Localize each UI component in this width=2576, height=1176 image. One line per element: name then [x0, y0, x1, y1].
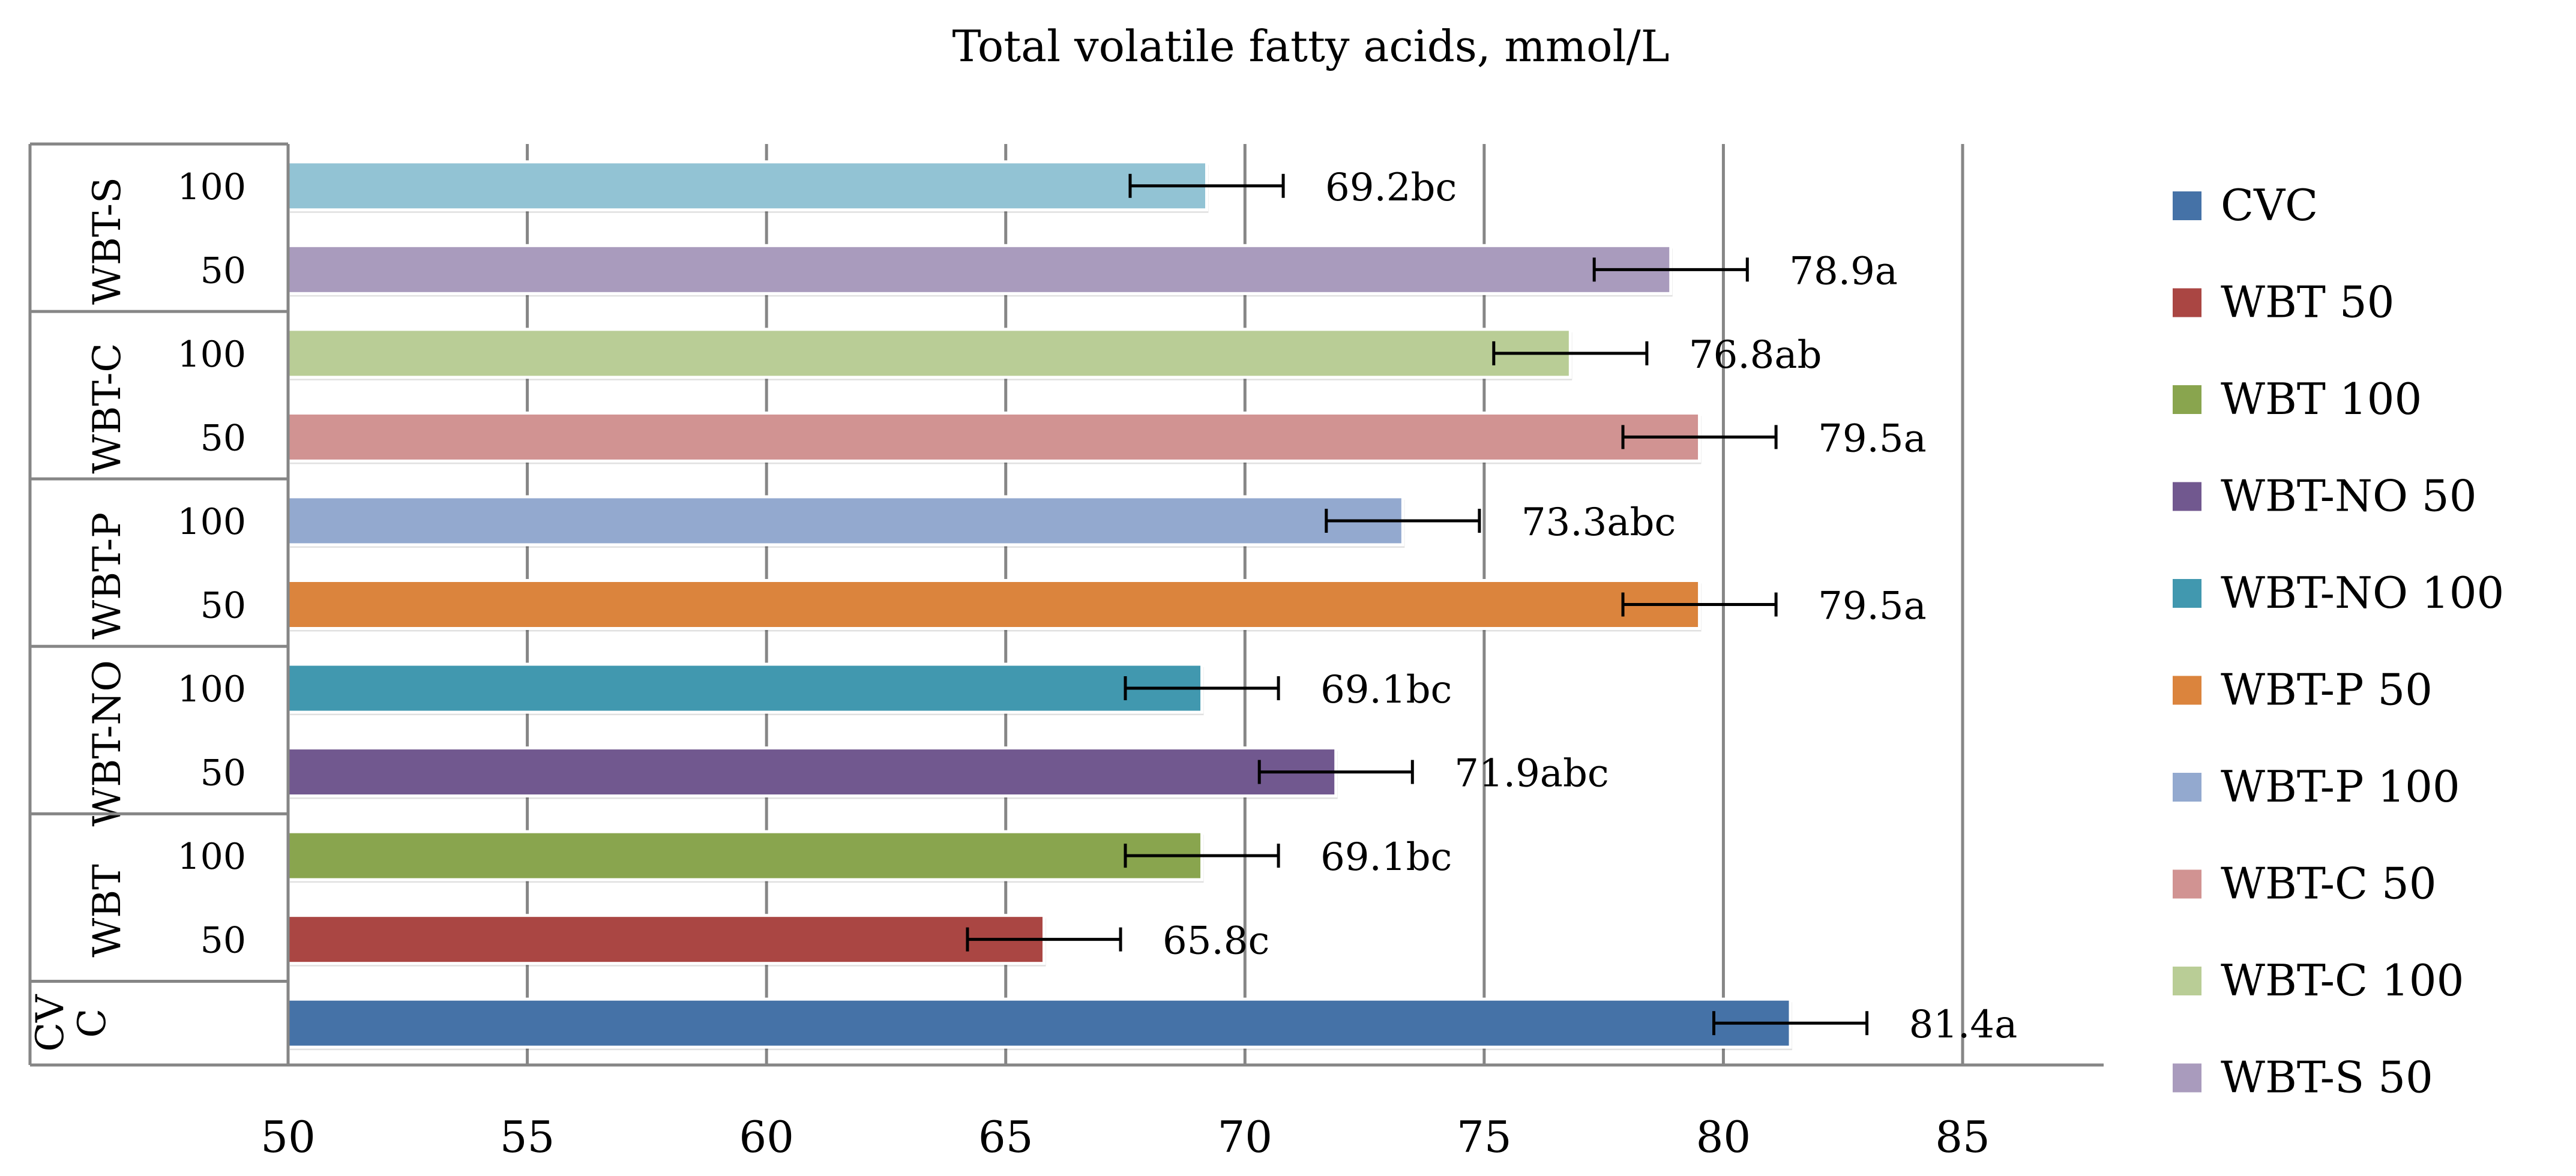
group-label-wbt-p: WBT-P	[85, 512, 130, 640]
x-tick-label-65: 65	[978, 1112, 1034, 1162]
legend-label-wbt-no-50: WBT-NO 50	[2221, 471, 2477, 521]
x-tick-label-75: 75	[1457, 1112, 1512, 1162]
bars: 69.2bc 78.9a 76.8ab 79.5a 73.3abc 79.5a 69.1bc…	[286, 160, 2018, 1051]
legend-label-wbt-no-100: WBT-NO 100	[2221, 568, 2504, 618]
subcategory-label-wbt-s-100: 100	[177, 166, 246, 208]
bar-wbt-p-100	[286, 495, 1404, 547]
legend-label-wbt-p-100: WBT-P 100	[2221, 761, 2460, 812]
legend: CVC WBT 50 WBT 100 WBT-NO 50 WBT-NO 100 WBT-P…	[2173, 180, 2504, 1103]
subcategory-label-wbt-s-50: 50	[200, 250, 246, 292]
subcategory-label-wbt-c-50: 50	[200, 417, 246, 459]
group-label-wbt: WBT	[85, 864, 130, 958]
legend-swatch-wbt-p-50	[2173, 676, 2201, 705]
x-tick-label-55: 55	[500, 1112, 555, 1162]
group-label-wbt-no: WBT-NO	[85, 660, 130, 826]
subcategory-label-wbt-no-50: 50	[200, 752, 246, 794]
legend-swatch-wbt-no-50	[2173, 482, 2201, 511]
data-label-wbt-no-100: 69.1bc	[1320, 668, 1452, 712]
data-label-cvc: 81.4a	[1909, 1003, 2018, 1047]
x-tick-label-85: 85	[1935, 1112, 1990, 1162]
data-label-wbt-c-50: 79.5a	[1818, 416, 1927, 461]
legend-label-wbt-p-50: WBT-P 50	[2221, 665, 2433, 715]
bar-wbt-p-50	[286, 579, 1702, 630]
group-label-wbt-s: WBT-S	[85, 177, 130, 305]
legend-label-wbt-s-50: WBT-S 50	[2221, 1052, 2433, 1103]
bar-cvc	[286, 997, 1792, 1049]
subcategory-label-wbt-100: 100	[177, 836, 246, 878]
data-label-wbt-c-100: 76.8ab	[1689, 333, 1822, 377]
legend-label-wbt-c-50: WBT-C 50	[2221, 859, 2437, 909]
data-label-wbt-s-100: 69.2bc	[1325, 166, 1457, 210]
subcategory-label-wbt-p-50: 50	[200, 585, 246, 627]
legend-label-wbt-100: WBT 100	[2221, 374, 2422, 424]
legend-swatch-wbt-s-50	[2173, 1063, 2201, 1093]
x-tick-label-80: 80	[1696, 1112, 1751, 1162]
bar-wbt-s-100	[286, 160, 1209, 212]
data-label-wbt-50: 65.8c	[1163, 919, 1269, 964]
bar-wbt-c-100	[286, 328, 1572, 379]
legend-swatch-wbt-c-100	[2173, 967, 2201, 995]
bar-wbt-s-50	[286, 244, 1673, 295]
group-label-5-line-1: C	[70, 1009, 115, 1038]
x-tick-label-50: 50	[260, 1112, 316, 1162]
subcategory-label-wbt-p-100: 100	[177, 501, 246, 543]
subcategory-label-wbt-c-100: 100	[177, 334, 246, 376]
bar-wbt-no-100	[286, 662, 1204, 714]
subcategory-label-wbt-50: 50	[200, 920, 246, 962]
group-label-wbt-c: WBT-C	[85, 343, 130, 474]
bar-wbt-c-50	[286, 411, 1702, 463]
axes: 100 50 100 50 100 50 100 50 100 50 WBT-S WBT-C WBT-P…	[28, 142, 2104, 1162]
legend-swatch-wbt-c-50	[2173, 869, 2201, 899]
data-label-wbt-s-50: 78.9a	[1789, 249, 1898, 293]
group-label-5-line-0: CV	[28, 994, 73, 1052]
data-label-wbt-p-50: 79.5a	[1818, 584, 1927, 629]
data-label-wbt-no-50: 71.9abc	[1454, 752, 1608, 796]
data-label-wbt-100: 69.1bc	[1320, 835, 1452, 880]
bar-wbt-100	[286, 830, 1204, 881]
legend-label-cvc: CVC	[2221, 180, 2318, 230]
x-tick-label-60: 60	[739, 1112, 794, 1162]
bar-wbt-no-50	[286, 746, 1338, 798]
legend-swatch-wbt-no-100	[2173, 579, 2201, 608]
subcategory-label-wbt-no-100: 100	[177, 668, 246, 710]
legend-label-wbt-50: WBT 50	[2221, 277, 2394, 328]
legend-swatch-cvc	[2173, 191, 2201, 220]
legend-swatch-wbt-50	[2173, 288, 2201, 317]
legend-swatch-wbt-p-100	[2173, 773, 2201, 802]
data-label-wbt-p-100: 73.3abc	[1521, 500, 1676, 545]
x-tick-label-70: 70	[1217, 1112, 1272, 1162]
chart-title: Total volatile fatty acids, mmol/L	[952, 21, 1669, 71]
bar-wbt-50	[286, 914, 1046, 965]
legend-swatch-wbt-100	[2173, 385, 2201, 414]
legend-label-wbt-c-100: WBT-C 100	[2221, 955, 2464, 1006]
